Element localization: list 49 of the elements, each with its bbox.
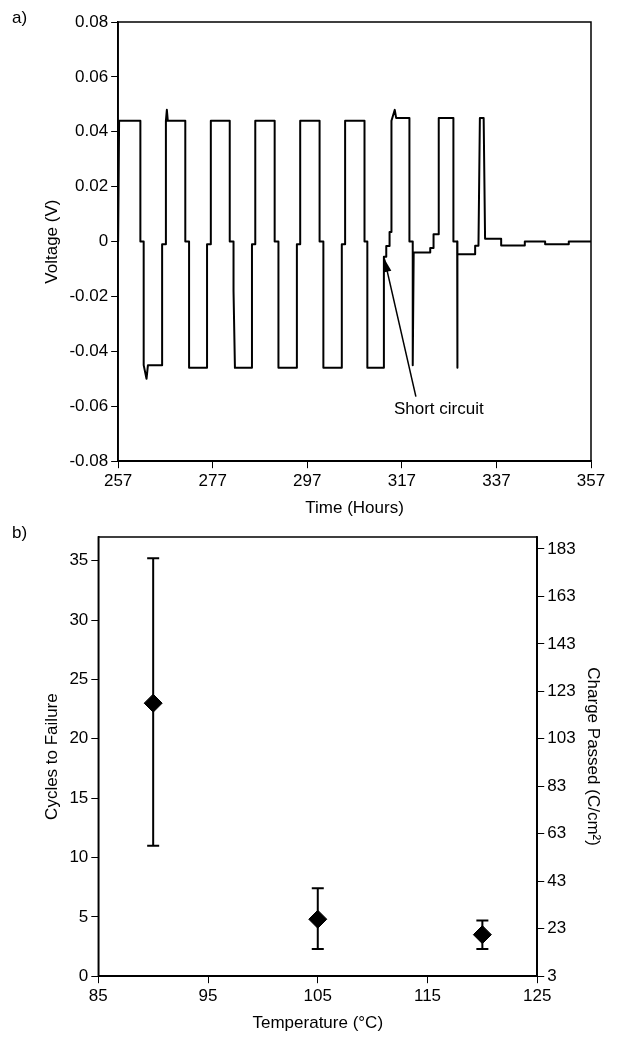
y2-tick-label: 83 (547, 775, 567, 795)
y2-tick-label: 183 (547, 538, 576, 558)
x-tick-label: 125 (523, 986, 552, 1006)
x-axis-title: Temperature (°C) (252, 1013, 384, 1033)
x-tick-label: 85 (88, 986, 108, 1006)
y2-tick-label: 23 (547, 918, 567, 938)
x-tick-label: 257 (103, 471, 133, 491)
text: b) (12, 523, 28, 543)
y-axis-title: Cycles to Failure (41, 693, 61, 820)
x-tick-label: 105 (303, 986, 332, 1006)
y-tick-label: 0 (98, 231, 109, 251)
y2-tick-label: 63 (547, 823, 567, 843)
y-tick-label: 10 (69, 847, 89, 867)
y-tick-label: -0.04 (69, 341, 109, 361)
point (143, 693, 163, 713)
y2-axis-title: Charge Passed (C/cm²) (584, 667, 604, 846)
y-tick-label: 0.04 (75, 121, 109, 141)
x-axis-title: Time (Hours) (305, 498, 404, 518)
y2-tick-label: 3 (547, 965, 557, 985)
y2-tick-label: 103 (547, 728, 576, 748)
x-tick-label: 317 (387, 471, 417, 491)
y-tick-label: -0.06 (69, 395, 109, 415)
x-tick-label: 115 (413, 986, 442, 1006)
y2-tick-label: 143 (547, 633, 576, 653)
x-tick-label: 337 (482, 471, 511, 491)
y-tick-label: 5 (78, 906, 89, 926)
x-tick-label: 277 (198, 471, 227, 491)
y-tick-label: 0 (78, 965, 89, 985)
x-tick-label: 95 (198, 986, 218, 1006)
y-tick-label: 0.06 (75, 66, 109, 86)
y-tick-label: 15 (69, 787, 89, 807)
annotation: Short circuit (393, 398, 484, 418)
y-tick-label: 35 (69, 550, 89, 570)
y2-tick-label: 123 (547, 681, 576, 700)
x-tick-label: 297 (293, 471, 322, 491)
y-tick-label: -0.08 (69, 450, 109, 470)
y2-tick-label: 163 (547, 586, 576, 606)
y-tick-label: 20 (69, 728, 89, 748)
x-tick-label: 357 (576, 471, 606, 491)
y-tick-label: 25 (69, 669, 89, 689)
y-tick-label: 0.02 (75, 176, 109, 196)
point (308, 909, 328, 929)
y-tick-label: 30 (69, 609, 89, 629)
y-tick-label: 0.08 (75, 11, 109, 31)
y2-tick-label: 43 (547, 870, 567, 890)
text: a) (12, 8, 28, 28)
y-axis-title: Voltage (V) (41, 199, 61, 284)
point (472, 925, 492, 945)
y-tick-label: -0.02 (69, 286, 109, 306)
